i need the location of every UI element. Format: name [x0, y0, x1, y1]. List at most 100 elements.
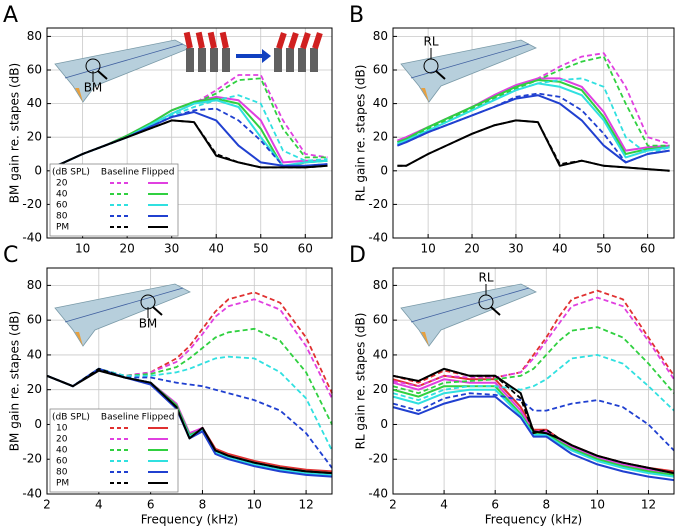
x-tick-label: 50 [253, 242, 268, 256]
y-tick-label: 40 [27, 347, 42, 361]
cochlea-tip [421, 88, 429, 102]
hair-cell [198, 48, 206, 72]
baseline-line [397, 92, 670, 164]
hair-bundle [219, 31, 229, 49]
hair-bundle [183, 31, 193, 49]
x-tick-label: 12 [298, 498, 313, 512]
flipped-line [392, 395, 675, 482]
hair-bundle [288, 32, 299, 50]
y-axis-label: RL gain re. stapes (dB) [354, 65, 368, 202]
cochlea-axis [410, 287, 530, 323]
x-tick-label: 30 [164, 242, 179, 256]
y-tick-label: 0 [34, 417, 42, 431]
y-tick-label: -40 [22, 231, 42, 245]
y-tick-label: -20 [368, 197, 388, 211]
hair-bundle [276, 32, 287, 50]
y-tick-label: 80 [373, 29, 388, 43]
cochlea-inset [400, 283, 537, 347]
flipped-line [397, 82, 670, 159]
baseline-line [397, 55, 670, 147]
y-tick-label: 0 [380, 163, 388, 177]
hair-bundle [300, 32, 311, 50]
flipped-line [397, 119, 670, 172]
baseline-line [46, 327, 333, 425]
y-tick-label: -20 [22, 452, 42, 466]
legend-header: Baseline [101, 413, 140, 423]
legend-label: 80 [56, 468, 68, 478]
panel: -40 -20 0 20 40 60 80 10 20 30 40 50 60 RL B RL gain re… [349, 3, 675, 256]
probe [490, 306, 501, 316]
y-tick-label: -20 [368, 452, 388, 466]
baseline-line [51, 94, 328, 169]
baseline-line [392, 296, 675, 388]
flipped-line [392, 388, 675, 478]
panel-label: D [349, 243, 366, 268]
cochlea-tip [75, 88, 83, 102]
baseline-line [46, 355, 333, 451]
baseline-line [392, 289, 675, 384]
flip-arrow [236, 49, 271, 63]
hair-bundle [207, 31, 217, 49]
hair-bundle [195, 31, 205, 49]
baseline-line [397, 52, 670, 145]
flipped-line [392, 367, 675, 475]
hair-cell [186, 48, 194, 72]
y-tick-label: 40 [373, 96, 388, 110]
panel-label: A [3, 3, 18, 28]
x-tick-label: 10 [247, 498, 262, 512]
y-tick-label: 20 [27, 382, 42, 396]
annotation: BM [84, 81, 103, 95]
x-tick-label: 12 [641, 498, 656, 512]
y-tick-label: 0 [34, 163, 42, 177]
legend-label: 40 [56, 446, 68, 456]
y-tick-label: 20 [27, 130, 42, 144]
x-tick-label: 40 [552, 242, 567, 256]
x-tick-label: 20 [464, 242, 479, 256]
legend-label: PM [56, 479, 69, 489]
baseline-line [392, 354, 675, 412]
baseline-line [51, 107, 328, 169]
x-axis-label: Frequency (kHz) [141, 513, 238, 527]
x-tick-label: 20 [120, 242, 135, 256]
legend-label: 10 [56, 424, 68, 434]
hair-cell [310, 48, 318, 72]
cochlea-inset [400, 39, 537, 103]
baseline-line [46, 367, 333, 469]
legend-label: PM [56, 223, 69, 233]
plot-frame [46, 27, 333, 239]
y-tick-label: 60 [27, 313, 42, 327]
cochlea-axis [410, 43, 530, 79]
y-tick-label: 80 [27, 29, 42, 43]
y-tick-label: 20 [373, 382, 388, 396]
probe [152, 306, 163, 316]
plot-frame [46, 267, 333, 495]
legend-label: 60 [56, 457, 68, 467]
y-axis-label: RL gain re. stapes (dB) [354, 313, 368, 450]
y-axis-label: BM gain re. stapes (dB) [8, 63, 22, 203]
legend-label: 60 [56, 201, 68, 211]
y-tick-label: -20 [22, 197, 42, 211]
baseline-line [46, 291, 333, 394]
plot-frame [392, 27, 675, 239]
y-tick-label: 60 [27, 63, 42, 77]
x-tick-label: 8 [199, 498, 207, 512]
x-tick-label: 6 [147, 498, 155, 512]
cochlea-inset [54, 39, 191, 103]
y-tick-label: 40 [373, 347, 388, 361]
cochlea-axis [64, 43, 184, 79]
x-tick-label: 10 [420, 242, 435, 256]
x-tick-label: 8 [542, 498, 550, 512]
legend-label: 40 [56, 190, 68, 200]
cochlea-tip [75, 332, 83, 346]
x-tick-label: 30 [508, 242, 523, 256]
hair-cell [210, 48, 218, 72]
baseline-line [46, 298, 333, 399]
x-tick-label: 10 [590, 498, 605, 512]
flipped-line [51, 119, 328, 169]
cochlea-inset [54, 283, 191, 347]
y-tick-label: -40 [368, 231, 388, 245]
baseline-line [392, 326, 675, 395]
